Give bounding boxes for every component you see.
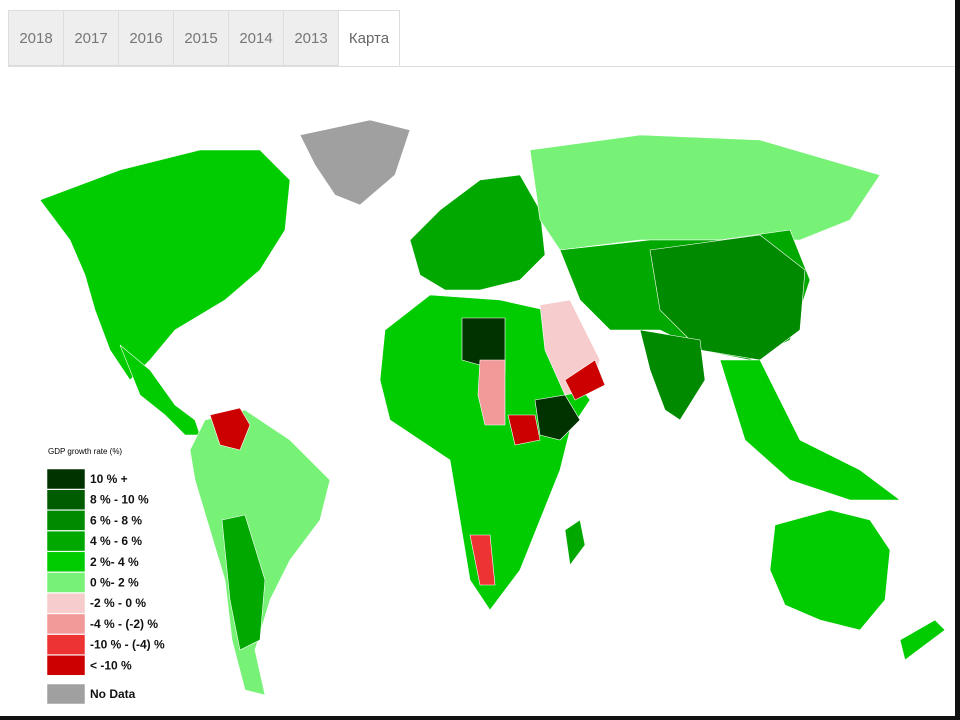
legend-swatch bbox=[46, 510, 86, 531]
legend-label: No Data bbox=[90, 687, 136, 701]
legend-label: -10 % - (-4) % bbox=[90, 638, 165, 652]
year-tab[interactable]: 2017 bbox=[63, 10, 118, 66]
india bbox=[639, 329, 706, 421]
andes bbox=[221, 514, 266, 651]
namibia bbox=[469, 534, 496, 586]
frame-edge bbox=[0, 716, 960, 720]
year-tab[interactable]: 2016 bbox=[118, 10, 173, 66]
tab-bar: 2018 2017 2016 2015 2014 2013 Карта bbox=[8, 10, 400, 67]
legend-swatch bbox=[46, 613, 86, 635]
legend-swatch bbox=[46, 489, 86, 510]
central-america bbox=[119, 344, 201, 436]
south-sudan bbox=[507, 414, 541, 446]
tab-rule bbox=[8, 66, 960, 67]
legend-swatch bbox=[46, 530, 86, 552]
legend-label: -2 % - 0 % bbox=[90, 596, 146, 610]
north-america bbox=[39, 149, 291, 381]
chad bbox=[477, 359, 506, 426]
madagascar bbox=[564, 519, 586, 566]
legend-swatch bbox=[46, 592, 86, 614]
legend-swatch bbox=[46, 683, 86, 705]
legend-swatch bbox=[46, 655, 86, 676]
frame-edge bbox=[955, 0, 960, 720]
australia bbox=[769, 509, 891, 631]
legend-label: 2 %- 4 % bbox=[90, 555, 139, 569]
south-america bbox=[189, 409, 331, 696]
legend-title: GDP growth rate (%) bbox=[48, 447, 122, 456]
year-tab[interactable]: 2015 bbox=[173, 10, 228, 66]
legend: GDP growth rate (%) 10 % + 8 % - 10 % 6 % … bbox=[46, 447, 165, 705]
russia bbox=[529, 134, 881, 251]
legend-label: 0 %- 2 % bbox=[90, 576, 139, 590]
europe bbox=[409, 174, 546, 291]
legend-label: < -10 % bbox=[90, 658, 132, 672]
venezuela bbox=[209, 407, 251, 451]
year-tab[interactable]: 2014 bbox=[228, 10, 283, 66]
southeast-asia bbox=[719, 359, 901, 501]
legend-swatch bbox=[46, 468, 86, 490]
china bbox=[649, 234, 806, 361]
year-tab[interactable]: 2018 bbox=[8, 10, 63, 66]
africa bbox=[379, 294, 591, 611]
yemen bbox=[564, 359, 606, 401]
greenland bbox=[299, 119, 411, 206]
legend-label: 8 % - 10 % bbox=[90, 493, 149, 507]
new-zealand bbox=[899, 619, 946, 661]
legend-swatch bbox=[46, 634, 86, 655]
ethiopia bbox=[534, 394, 581, 441]
legend-label: -4 % - (-2) % bbox=[90, 617, 158, 631]
countries bbox=[39, 119, 946, 696]
legend-label: 10 % + bbox=[90, 472, 128, 486]
legend-swatch bbox=[46, 572, 86, 593]
year-tab[interactable]: 2013 bbox=[283, 10, 338, 66]
year-tab[interactable]: Карта bbox=[338, 10, 400, 66]
legend-label: 6 % - 8 % bbox=[90, 513, 142, 527]
legend-label: 4 % - 6 % bbox=[90, 534, 142, 548]
legend-swatch bbox=[46, 551, 86, 573]
